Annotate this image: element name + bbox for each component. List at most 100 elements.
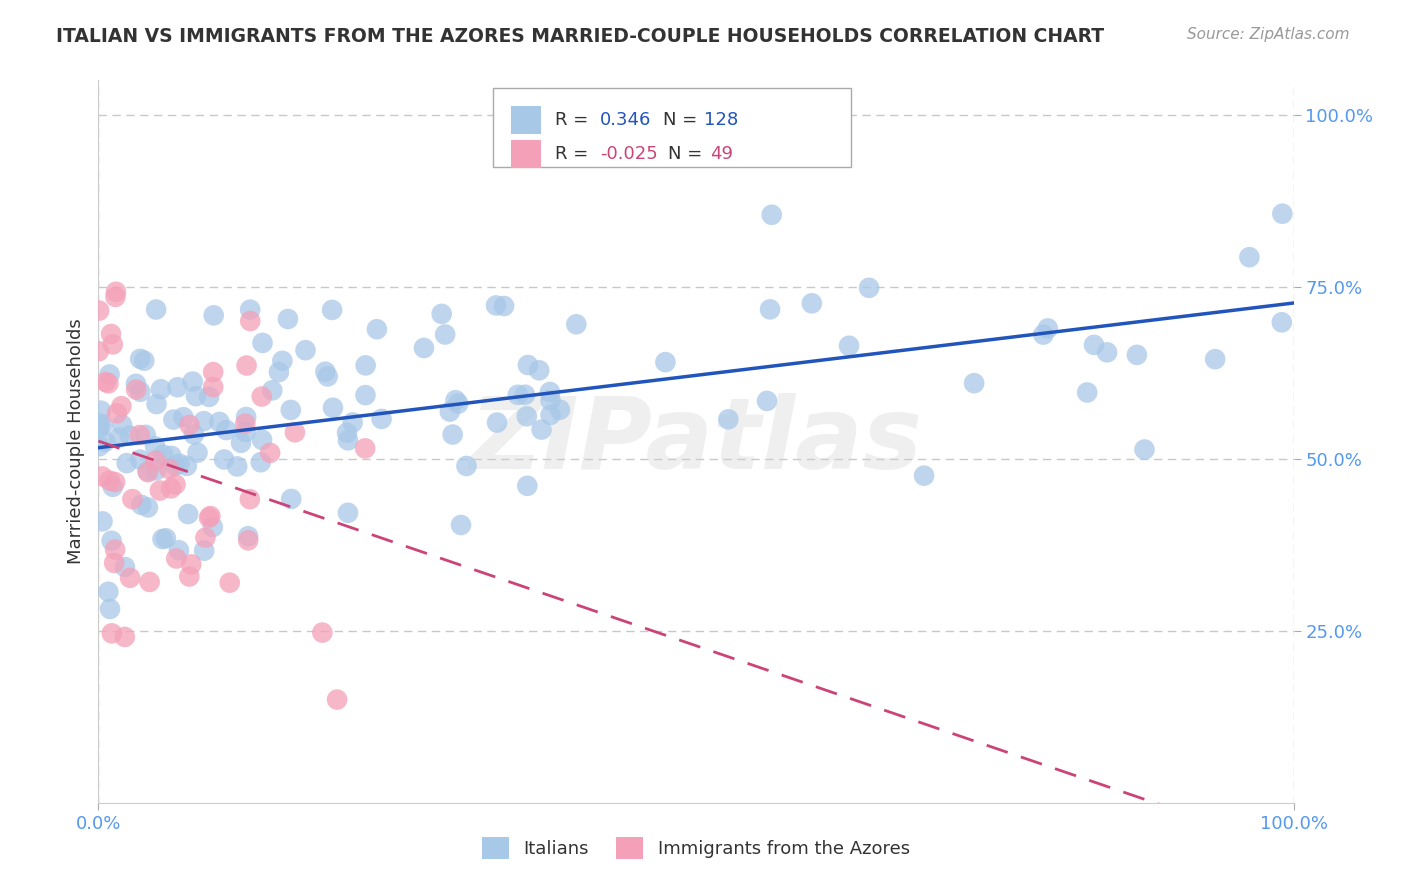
Point [89,421,111,435]
Point [271,354,294,368]
Point [267,365,290,379]
Point [129,384,152,399]
Point [145,397,167,411]
Text: R =: R = [555,111,593,129]
Point [963,376,986,391]
Point [441,427,464,442]
Point [540,393,562,408]
Point [183,427,205,442]
Point [129,351,152,366]
Point [125,376,148,391]
Point [838,339,860,353]
Text: 128: 128 [704,111,738,129]
Point [104,285,127,299]
Point [120,571,142,585]
Point [129,498,152,512]
Point [110,399,132,413]
Point [516,358,538,372]
Point [1271,207,1294,221]
Point [162,412,184,426]
Point [238,533,260,548]
Point [90,403,112,417]
Point [129,452,152,467]
Point [114,560,136,574]
Point [538,384,561,399]
Point [444,393,467,408]
Point [249,455,271,469]
Point [654,355,676,369]
Point [181,375,204,389]
Point [104,290,127,304]
Point [759,302,782,317]
Point [165,477,187,491]
Point [336,425,359,440]
Point [229,435,252,450]
Point [98,474,121,488]
Point [548,402,571,417]
Point [506,388,529,402]
Point [149,483,172,498]
Point [294,343,316,358]
Point [235,359,257,373]
Point [212,452,235,467]
Point [155,531,177,545]
Point [134,353,156,368]
Point [336,506,359,520]
Point [322,401,344,415]
Point [94,434,117,449]
Point [111,417,134,432]
Point [201,520,224,534]
Point [485,298,508,312]
Point [1204,352,1226,367]
Point [314,365,336,379]
Point [167,543,190,558]
Point [202,380,225,394]
Point [530,423,553,437]
Point [160,449,183,463]
Point [236,529,259,543]
Point [145,453,167,467]
Point [193,543,215,558]
Point [87,303,110,318]
Point [239,302,262,317]
Point [180,558,202,572]
Point [177,507,200,521]
Point [100,533,122,548]
Point [114,630,136,644]
Point [125,383,148,397]
Text: N =: N = [668,145,703,163]
Point [135,428,157,442]
Point [138,574,160,589]
Point [800,296,823,310]
Point [104,542,127,557]
Point [262,384,284,398]
Point [128,428,150,442]
Point [98,602,121,616]
Point [202,309,225,323]
Point [239,492,262,507]
Point [194,531,217,545]
Point [456,458,478,473]
Point [87,344,110,359]
Point [494,299,516,313]
Point [208,415,231,429]
Point [179,417,201,432]
Point [136,500,159,515]
Point [160,481,183,495]
Point [115,456,138,470]
Text: N =: N = [662,111,697,129]
Point [239,314,262,328]
Point [215,423,238,437]
Point [233,417,256,431]
Point [1083,338,1105,352]
Point [370,412,392,426]
Point [485,416,508,430]
Text: ITALIAN VS IMMIGRANTS FROM THE AZORES MARRIED-COUPLE HOUSEHOLDS CORRELATION CHAR: ITALIAN VS IMMIGRANTS FROM THE AZORES MA… [56,27,1104,45]
Point [336,434,359,448]
Point [513,388,536,402]
Point [439,404,461,418]
Point [145,463,167,477]
Point [1095,345,1118,359]
Point [1076,385,1098,400]
Point [250,433,273,447]
